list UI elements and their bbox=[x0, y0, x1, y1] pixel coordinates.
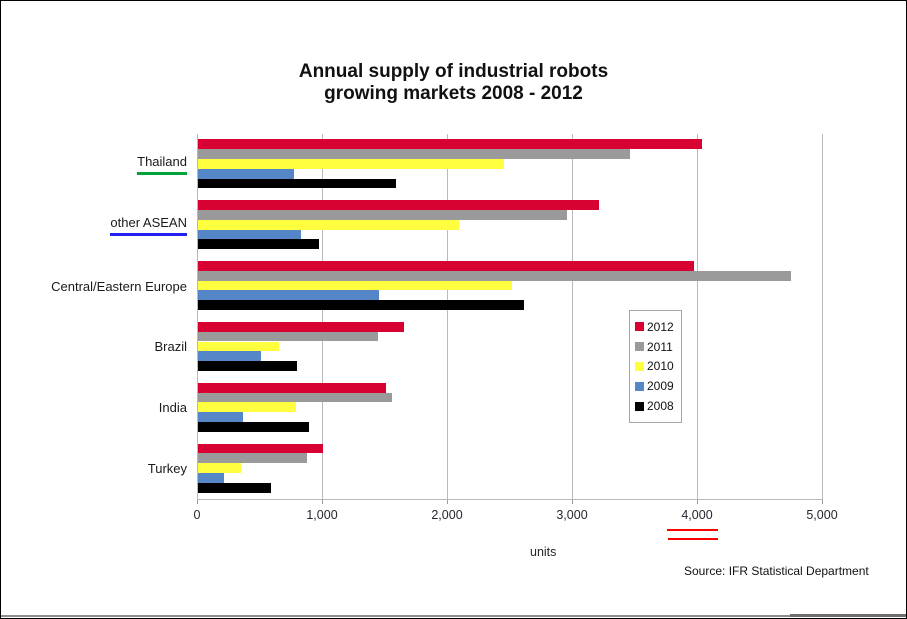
legend-swatch-2011 bbox=[635, 342, 644, 352]
x-tick-label-5000: 5,000 bbox=[806, 508, 838, 522]
bar-other-asean-2008 bbox=[198, 239, 320, 250]
legend-swatch-2012 bbox=[635, 322, 644, 332]
bar-turkey-2010 bbox=[198, 463, 241, 473]
bar-india-2010 bbox=[198, 402, 296, 413]
axis-tick bbox=[572, 499, 573, 504]
legend-label-2011: 2011 bbox=[647, 339, 673, 354]
legend: 2012 2011 2010 2009 2008 bbox=[629, 310, 682, 423]
window-bottom-edge-dark-segment bbox=[790, 614, 906, 617]
annotation-underline-4000-b bbox=[668, 538, 718, 540]
bar-brazil-2008 bbox=[198, 361, 297, 371]
legend-item-2011: 2011 bbox=[635, 340, 681, 354]
plot-area bbox=[197, 134, 831, 504]
chart-title-line1: Annual supply of industrial robots bbox=[298, 61, 609, 82]
category-axis: Thailand other ASEAN Central/Eastern Europ… bbox=[9, 134, 187, 499]
x-tick-label-2000: 2,000 bbox=[431, 508, 463, 522]
legend-label-2010: 2010 bbox=[647, 359, 674, 374]
x-tick-label-0: 0 bbox=[193, 508, 201, 522]
bar-turkey-2011 bbox=[198, 453, 307, 464]
bar-central-eastern-europe-2008 bbox=[198, 300, 525, 311]
gridline-1000 bbox=[322, 134, 323, 499]
bar-thailand-2008 bbox=[198, 178, 396, 189]
bar-central-eastern-europe-2009 bbox=[198, 290, 380, 301]
bar-central-eastern-europe-2012 bbox=[198, 261, 695, 271]
legend-item-2012: 2012 bbox=[635, 320, 681, 334]
legend-label-2009: 2009 bbox=[647, 379, 674, 394]
bar-turkey-2009 bbox=[198, 472, 225, 483]
category-row: India bbox=[9, 377, 187, 438]
gridline-3000 bbox=[572, 134, 573, 499]
x-axis-line bbox=[197, 499, 823, 500]
category-row: Turkey bbox=[9, 438, 187, 499]
bar-central-eastern-europe-2010 bbox=[198, 280, 512, 291]
category-label-thailand: Thailand bbox=[137, 154, 187, 175]
bar-turkey-2008 bbox=[198, 482, 271, 493]
bar-brazil-2009 bbox=[198, 351, 261, 362]
x-tick-label-1000: 1,000 bbox=[306, 508, 338, 522]
bar-thailand-2010 bbox=[198, 159, 505, 169]
chart-title-line2: growing markets 2008 - 2012 bbox=[324, 83, 583, 104]
legend-swatch-2010 bbox=[635, 361, 644, 371]
source-caption: Source: IFR Statistical Department bbox=[684, 564, 869, 578]
bar-india-2009 bbox=[198, 412, 243, 422]
bar-brazil-2010 bbox=[198, 341, 280, 352]
bar-thailand-2012 bbox=[198, 139, 702, 150]
gridline-0 bbox=[197, 134, 198, 499]
category-label-other-asean: other ASEAN bbox=[110, 215, 187, 236]
axis-tick bbox=[822, 499, 823, 504]
bar-other-asean-2009 bbox=[198, 229, 301, 240]
bar-turkey-2012 bbox=[198, 443, 323, 454]
bar-other-asean-2011 bbox=[198, 210, 567, 220]
category-label-turkey: Turkey bbox=[147, 461, 187, 477]
annotation-underline-4000-a bbox=[667, 529, 718, 531]
x-tick-label-4000: 4,000 bbox=[681, 508, 713, 522]
bar-brazil-2012 bbox=[198, 321, 405, 332]
legend-label-2008: 2008 bbox=[647, 399, 674, 414]
category-label-central-eastern-europe: Central/Eastern Europe bbox=[51, 278, 187, 294]
legend-swatch-2008 bbox=[635, 401, 644, 411]
bar-india-2008 bbox=[198, 421, 310, 432]
bar-other-asean-2012 bbox=[198, 200, 600, 211]
axis-tick bbox=[322, 499, 323, 504]
legend-label-2012: 2012 bbox=[647, 319, 674, 334]
gridline-4000 bbox=[697, 134, 698, 499]
legend-item-2009: 2009 bbox=[635, 379, 681, 393]
bar-central-eastern-europe-2011 bbox=[198, 270, 791, 281]
gridline-5000 bbox=[822, 134, 823, 499]
category-label-brazil: Brazil bbox=[154, 339, 187, 355]
bar-india-2012 bbox=[198, 382, 386, 393]
gridline-2000 bbox=[447, 134, 448, 499]
legend-item-2010: 2010 bbox=[635, 359, 681, 373]
x-axis-title: units bbox=[530, 545, 557, 559]
legend-item-2008: 2008 bbox=[635, 399, 681, 413]
category-row: Brazil bbox=[9, 317, 187, 378]
legend-swatch-2009 bbox=[635, 381, 644, 391]
bar-india-2011 bbox=[198, 392, 392, 403]
axis-tick bbox=[697, 499, 698, 504]
x-tick-label-3000: 3,000 bbox=[556, 508, 588, 522]
category-row: Central/Eastern Europe bbox=[9, 256, 187, 317]
bar-other-asean-2010 bbox=[198, 219, 460, 230]
category-label-india: India bbox=[158, 400, 187, 416]
axis-tick bbox=[197, 499, 198, 504]
category-row: Thailand bbox=[9, 134, 187, 195]
bar-brazil-2011 bbox=[198, 331, 378, 342]
chart-title: Annual supply of industrial robots growi… bbox=[1, 61, 906, 105]
category-row: other ASEAN bbox=[9, 195, 187, 256]
bar-thailand-2011 bbox=[198, 149, 630, 159]
window-bottom-edge bbox=[1, 615, 906, 617]
bar-thailand-2009 bbox=[198, 168, 295, 179]
axis-tick bbox=[447, 499, 448, 504]
